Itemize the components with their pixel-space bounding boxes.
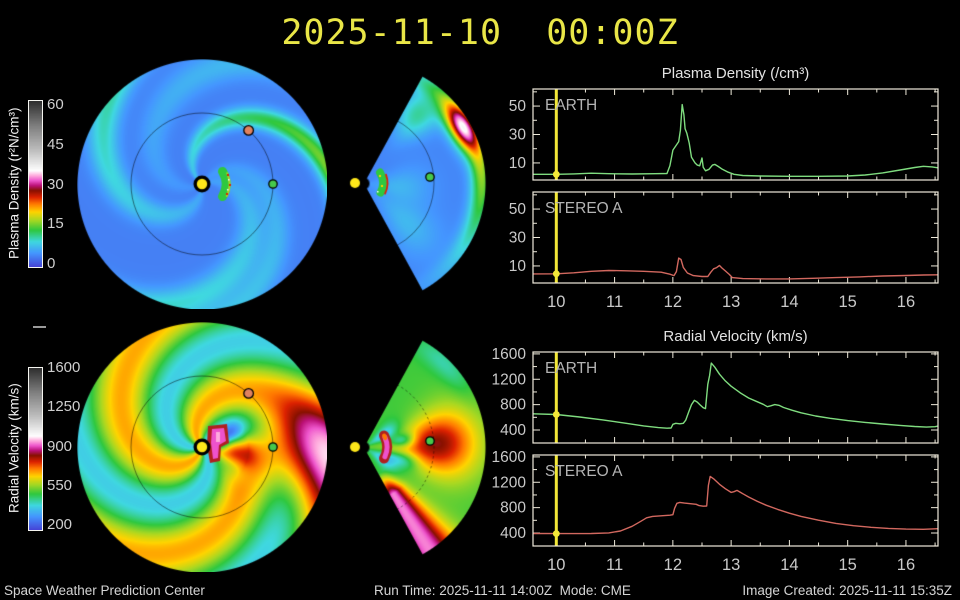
svg-text:800: 800 <box>500 500 526 517</box>
svg-text:Radial Velocity (km/s): Radial Velocity (km/s) <box>663 328 807 345</box>
radial-velocity-colorbar-tick: 1600 <box>47 359 81 376</box>
plasma-density-timeseries-chart: Plasma Density (/cm³) 10 30 50 EARTH 10 30 50 ST… <box>488 61 960 311</box>
svg-text:12: 12 <box>664 556 682 572</box>
svg-text:11: 11 <box>606 556 623 572</box>
footer-agency-label: Space Weather Prediction Center <box>4 583 205 598</box>
radial-velocity-meridional-wedge <box>348 321 490 573</box>
forecast-datetime-title: 2025-11-10 00:00Z <box>281 13 679 53</box>
svg-text:STEREO A: STEREO A <box>545 463 623 480</box>
svg-text:1200: 1200 <box>492 371 527 388</box>
plasma-density-colorbar-label: Plasma Density (r²N/cm³) <box>6 107 22 259</box>
svg-text:10: 10 <box>509 258 527 275</box>
svg-text:16: 16 <box>897 556 915 572</box>
plasma-density-colorbar-tick: 45 <box>47 136 64 153</box>
svg-text:50: 50 <box>509 98 527 115</box>
svg-text:EARTH: EARTH <box>545 97 597 114</box>
svg-text:10: 10 <box>547 293 565 309</box>
svg-text:13: 13 <box>722 293 740 309</box>
svg-text:16: 16 <box>897 293 915 309</box>
footer-runtime-label: Run Time: 2025-11-11 14:00Z Mode: CME <box>374 583 631 598</box>
footer-created-label: Image Created: 2025-11-11 15:35Z <box>742 583 952 598</box>
svg-text:Plasma Density (/cm³): Plasma Density (/cm³) <box>662 65 810 82</box>
svg-text:STEREO A: STEREO A <box>545 200 623 217</box>
svg-text:30: 30 <box>509 230 527 247</box>
radial-velocity-timeseries-chart: Radial Velocity (km/s) 400 800 1200 1600 EART… <box>488 324 960 574</box>
radial-velocity-colorbar-tick: 200 <box>47 516 73 533</box>
plasma-density-colorbar-tick: 30 <box>47 176 64 193</box>
plasma-density-colorbar-tick: 15 <box>47 215 64 232</box>
radial-velocity-colorbar-gradient <box>28 367 43 531</box>
svg-text:15: 15 <box>838 556 856 572</box>
svg-text:1600: 1600 <box>492 449 527 466</box>
plasma-density-meridional-wedge <box>348 57 490 309</box>
divider-dash <box>33 326 46 328</box>
svg-text:1600: 1600 <box>492 346 527 363</box>
svg-text:14: 14 <box>780 556 798 572</box>
radial-velocity-colorbar-label: Radial Velocity (km/s) <box>6 383 22 513</box>
radial-velocity-colorbar-tick: 900 <box>47 438 73 455</box>
svg-text:400: 400 <box>500 525 526 542</box>
plasma-density-heliosphere-map <box>77 59 327 309</box>
svg-text:10: 10 <box>547 556 565 572</box>
svg-text:50: 50 <box>509 201 527 218</box>
svg-text:13: 13 <box>722 556 740 572</box>
radial-velocity-colorbar-tick: 550 <box>47 477 73 494</box>
plasma-density-colorbar-tick: 60 <box>47 96 64 113</box>
svg-text:30: 30 <box>509 127 527 144</box>
svg-text:14: 14 <box>780 293 798 309</box>
plasma-density-colorbar-tick: 0 <box>47 255 56 272</box>
radial-velocity-heliosphere-map <box>77 322 327 572</box>
radial-velocity-colorbar-tick: 1250 <box>47 398 81 415</box>
svg-text:11: 11 <box>606 293 623 309</box>
svg-text:800: 800 <box>500 397 526 414</box>
svg-text:1200: 1200 <box>492 474 527 491</box>
svg-text:400: 400 <box>500 422 526 439</box>
svg-text:12: 12 <box>664 293 682 309</box>
plasma-density-colorbar-gradient <box>28 100 43 268</box>
svg-text:10: 10 <box>509 155 527 172</box>
svg-text:15: 15 <box>838 293 856 309</box>
svg-text:EARTH: EARTH <box>545 360 597 377</box>
